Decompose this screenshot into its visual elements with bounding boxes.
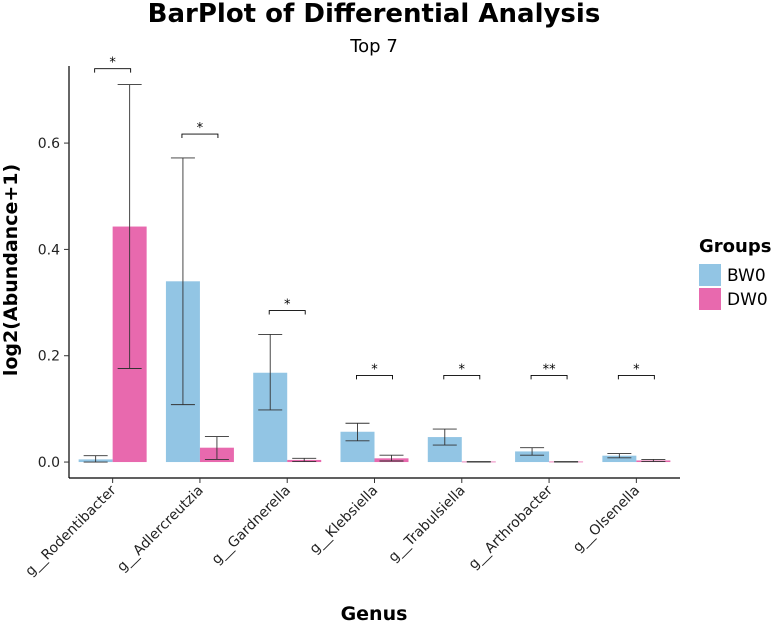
significance-bracket	[356, 374, 393, 380]
significance-bracket	[443, 374, 481, 380]
bar-bw0-6	[602, 455, 637, 463]
significance-label: *	[197, 121, 204, 136]
significance-bracket	[268, 310, 306, 315]
x-tick-label: g__Trabulsiella	[386, 483, 469, 566]
y-tick-label: 0.2	[38, 349, 60, 365]
x-tick-label: g__Olsenella	[570, 483, 643, 556]
significance-label: **	[543, 362, 557, 377]
legend-swatch-dw0	[699, 288, 721, 310]
significance-bracket	[617, 374, 655, 380]
chart-subtitle: Top 7	[349, 36, 398, 57]
bar-bw0-5	[515, 451, 550, 463]
x-tick-label: g__Adlercreutzia	[114, 483, 207, 576]
chart-title: BarPlot of Differential Analysis	[148, 0, 601, 29]
significance-label: *	[371, 362, 378, 377]
x-tick-label: g__Gardnerella	[209, 483, 294, 568]
significance-label: *	[459, 362, 466, 377]
significance-bracket	[530, 374, 568, 380]
y-tick-label: 0.4	[38, 242, 60, 258]
significance-label: *	[109, 56, 116, 71]
y-axis-title: log2(Abundance+1)	[0, 164, 22, 376]
x-tick-label: g__Arthrobacter	[466, 482, 556, 572]
legend-title: Groups	[699, 236, 771, 257]
significance-bracket	[94, 68, 132, 73]
significance-bracket	[181, 133, 219, 139]
x-tick-label: g__Klebsiella	[307, 483, 382, 558]
x-axis-title: Genus	[341, 603, 408, 622]
plot-area: 0.00.20.40.6**** * ** *g__Rodentibacterg__A…	[22, 56, 680, 580]
legend: Groups BW0 DW0	[699, 236, 771, 310]
significance-label: *	[633, 362, 640, 377]
legend-label-dw0: DW0	[727, 290, 768, 310]
y-tick-label: 0.6	[38, 136, 60, 152]
x-tick-label: g__Rodentibacter	[22, 482, 119, 579]
y-tick-label: 0.0	[38, 455, 60, 471]
legend-label-bw0: BW0	[727, 266, 766, 286]
significance-label: *	[284, 298, 291, 313]
legend-swatch-bw0	[699, 264, 721, 286]
